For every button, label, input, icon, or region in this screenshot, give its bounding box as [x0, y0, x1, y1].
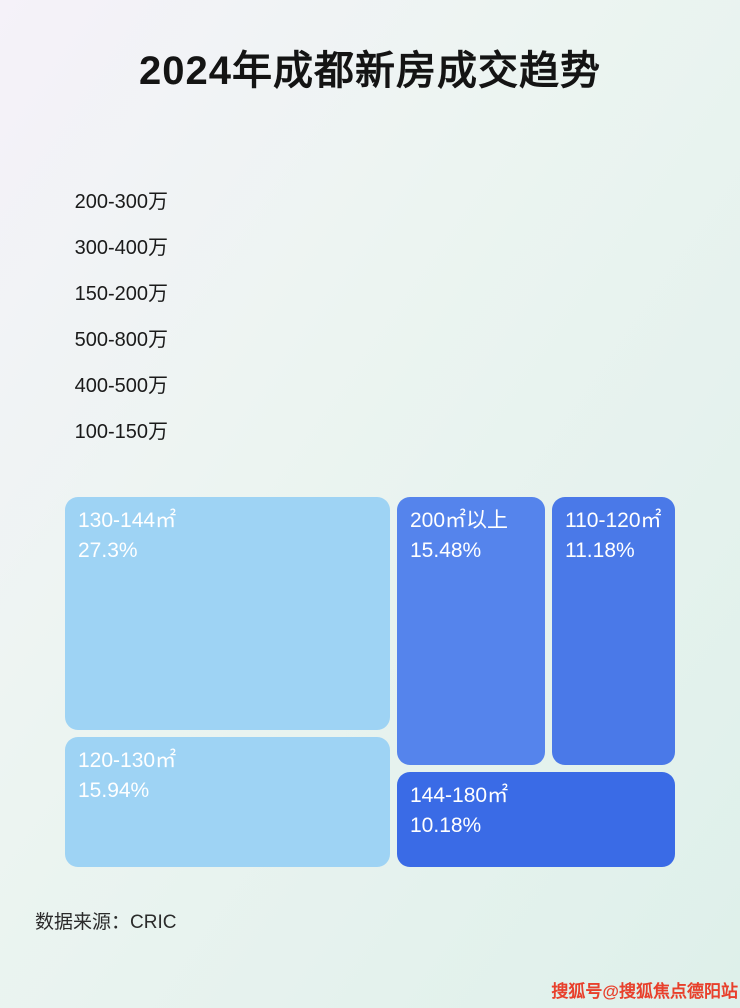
bar-track [176, 418, 660, 440]
treemap-block-value: 15.48% [410, 539, 482, 563]
bar-label: 150-200万 [74, 282, 168, 305]
bar-row: 400-500万 [40, 372, 660, 397]
bar-row: 200-300万 [40, 188, 660, 213]
bar-track [176, 234, 660, 256]
treemap-block-value: 15.94% [78, 779, 150, 803]
bar-track [176, 188, 660, 210]
treemap-block-label: 110-120㎡ [565, 509, 662, 532]
area-share-treemap: 130-144㎡ 27.3% 200㎡以上 15.48% 110-120㎡ 11… [65, 497, 675, 867]
data-source: 数据来源：CRIC [35, 912, 177, 933]
bar-label: 300-400万 [74, 236, 168, 259]
bar-label: 100-150万 [74, 420, 168, 443]
treemap-block-label: 120-130㎡ [78, 749, 177, 772]
bar-label: 400-500万 [74, 374, 168, 397]
bar-label: 200-300万 [74, 190, 168, 213]
bar-label: 500-800万 [74, 328, 168, 351]
treemap-block-value: 10.18% [410, 814, 482, 838]
treemap-block: 200㎡以上 15.48% [397, 497, 545, 765]
treemap-block: 130-144㎡ 27.3% [65, 497, 390, 730]
bar-row: 300-400万 [40, 234, 660, 259]
treemap-block-value: 11.18% [565, 539, 635, 563]
treemap-block-label: 144-180㎡ [410, 784, 509, 807]
bar-row: 100-150万 [40, 418, 660, 443]
bar-row: 150-200万 [40, 280, 660, 305]
bar-row: 500-800万 [40, 326, 660, 351]
watermark: 搜狐号@搜狐焦点德阳站 [551, 982, 738, 1001]
bar-track [176, 326, 660, 348]
treemap-block: 110-120㎡ 11.18% [552, 497, 675, 765]
page-title: 2024年成都新房成交趋势 [139, 49, 601, 93]
treemap-block-label: 130-144㎡ [78, 509, 177, 532]
price-range-bar-chart: 200-300万 300-400万 150-200万 500-800万 400-… [0, 188, 740, 443]
bar-track [176, 280, 660, 302]
treemap-block: 120-130㎡ 15.94% [65, 737, 390, 867]
treemap-block-label: 200㎡以上 [410, 509, 509, 532]
bar-track [176, 372, 660, 394]
treemap-block-value: 27.3% [78, 539, 138, 563]
treemap-block: 144-180㎡ 10.18% [397, 772, 675, 867]
